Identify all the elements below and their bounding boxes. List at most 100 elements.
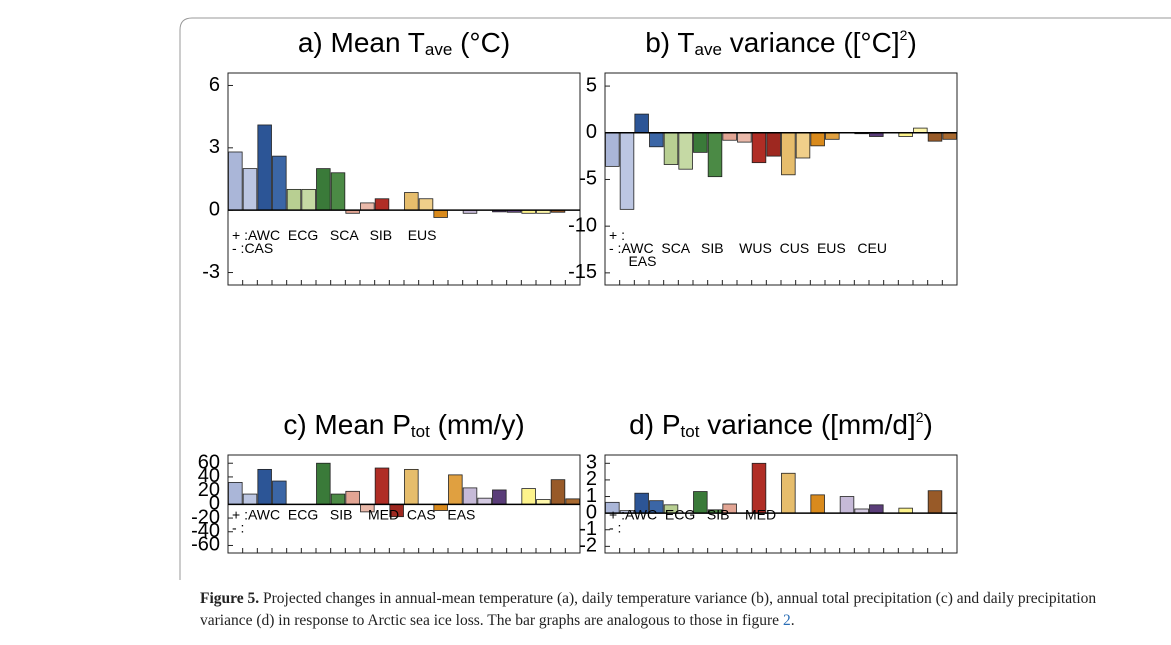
bar [781,132,796,176]
bar [810,132,825,147]
y-tick-label: -15 [568,261,597,283]
y-tick-label: 40 [198,465,220,487]
y-tick-label: 3 [209,136,220,158]
bar [869,504,884,514]
title-part: ave [425,40,452,59]
y-tick-label: -40 [191,520,220,542]
bar [766,132,781,157]
y-tick-label: -5 [579,168,597,190]
bar [751,132,767,164]
bar [781,472,796,514]
y-tick-label: 2 [586,468,597,490]
bar [605,132,620,167]
caption-label: Figure 5. [200,590,260,607]
bar [404,192,419,211]
title-part: variance ([mm/d] [699,409,915,440]
bar [272,155,287,211]
panel-title: b) Tave variance ([°C]2) [645,27,917,58]
title-part: c) Mean P [283,409,411,440]
y-tick-label: 0 [209,198,220,220]
panel-title: a) Mean Tave (°C) [298,27,510,58]
title-part: tot [411,422,430,441]
bar [707,132,723,178]
bar [228,482,243,505]
annotation: EAS [609,253,656,269]
y-tick-label: -20 [191,506,220,528]
caption: Figure 5. Projected changes in annual-me… [200,588,1140,632]
title-part: variance ([°C] [722,27,900,58]
caption-link[interactable]: 2 [782,612,791,629]
title-part: (mm/y) [430,409,525,440]
bar [810,494,825,514]
bar [795,132,811,159]
annotation: - : [232,519,244,535]
bar [825,132,840,140]
annotation: + :AWC ECG SIB MED CAS EAS [232,506,475,522]
title-part: 2 [916,409,924,425]
bar [927,132,943,142]
bar [521,488,536,505]
annotation: - :AWC SCA SIB WUS CUS EUS CEU [609,240,887,256]
annotation: + : [609,227,625,243]
bar [619,132,635,210]
bar [462,487,478,505]
bar [257,468,272,505]
y-tick-label: -3 [202,261,220,283]
bar [693,132,708,153]
bar [301,188,316,211]
y-tick-label: 0 [209,493,220,515]
bar [316,462,331,505]
figure-frame [179,17,1171,580]
bar [374,198,390,211]
bar [634,113,649,134]
bar [257,124,272,211]
title-part: ) [907,27,916,58]
panel-title: c) Mean Ptot (mm/y) [283,409,524,440]
title-part: a) Mean T [298,27,425,58]
title-part: tot [681,422,700,441]
bar [272,480,287,505]
y-tick-label: 6 [209,74,220,96]
bar [477,497,492,505]
y-tick-label: 0 [586,501,597,523]
y-tick-label: -10 [568,214,597,236]
bar [678,132,693,170]
bar [374,467,390,505]
bar [492,489,507,505]
title-part: d) P [629,409,680,440]
bar [404,468,419,505]
y-tick-label: 0 [586,121,597,143]
caption-end: . [790,612,795,629]
bar [448,474,463,505]
bar [942,132,957,140]
y-tick-label: -2 [579,535,597,557]
title-part: (°C) [452,27,510,58]
bar [722,132,737,141]
bar [663,132,679,165]
bar [286,188,302,211]
bar [242,168,258,211]
annotation: + :AWC ECG SIB MED [609,506,776,522]
caption-text: Projected changes in annual-mean tempera… [200,590,1097,629]
annotation: + :AWC ECG SCA SIB EUS [232,227,436,243]
annotation: - : [609,519,621,535]
annotation: - :CAS [232,240,273,256]
bar [330,172,346,211]
title-part: ) [924,409,933,440]
bar [330,493,346,505]
panel-title: d) Ptot variance ([mm/d]2) [629,409,933,440]
bar [927,490,943,514]
y-tick-label: 5 [586,74,597,96]
bar [550,479,566,505]
bar [649,132,664,148]
bar [228,151,243,211]
figure: a) Mean Tave (°C)630-3+ :AWC ECG SCA SIB… [179,17,1171,580]
bar [360,202,375,211]
y-tick-label: 1 [586,485,597,507]
bar [737,132,752,143]
bar [242,493,258,505]
bar [433,209,448,218]
title-part: ave [695,40,722,59]
bar [418,198,434,211]
y-tick-label: 60 [198,452,220,474]
